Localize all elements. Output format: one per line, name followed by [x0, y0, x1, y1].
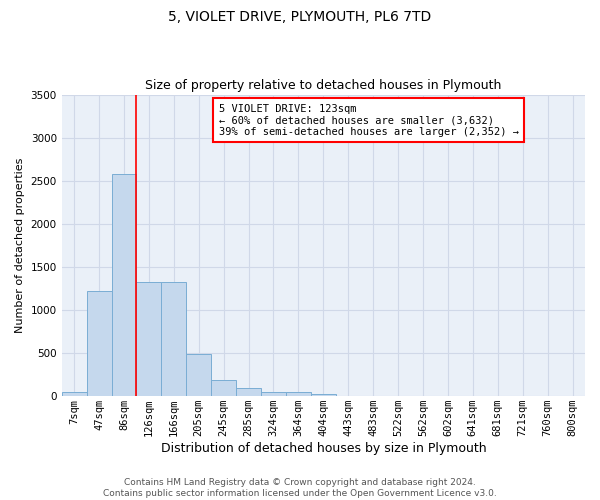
- Bar: [186, 354, 211, 396]
- X-axis label: Distribution of detached houses by size in Plymouth: Distribution of detached houses by size …: [161, 442, 486, 455]
- Bar: [112, 174, 136, 396]
- Bar: [261, 392, 286, 396]
- Y-axis label: Number of detached properties: Number of detached properties: [15, 158, 25, 333]
- Bar: [161, 282, 186, 396]
- Bar: [62, 392, 86, 396]
- Bar: [311, 394, 336, 396]
- Bar: [286, 392, 311, 396]
- Bar: [86, 291, 112, 396]
- Bar: [211, 380, 236, 396]
- Text: Contains HM Land Registry data © Crown copyright and database right 2024.
Contai: Contains HM Land Registry data © Crown c…: [103, 478, 497, 498]
- Title: Size of property relative to detached houses in Plymouth: Size of property relative to detached ho…: [145, 79, 502, 92]
- Bar: [236, 388, 261, 396]
- Text: 5, VIOLET DRIVE, PLYMOUTH, PL6 7TD: 5, VIOLET DRIVE, PLYMOUTH, PL6 7TD: [169, 10, 431, 24]
- Text: 5 VIOLET DRIVE: 123sqm
← 60% of detached houses are smaller (3,632)
39% of semi-: 5 VIOLET DRIVE: 123sqm ← 60% of detached…: [218, 104, 518, 137]
- Bar: [136, 282, 161, 396]
